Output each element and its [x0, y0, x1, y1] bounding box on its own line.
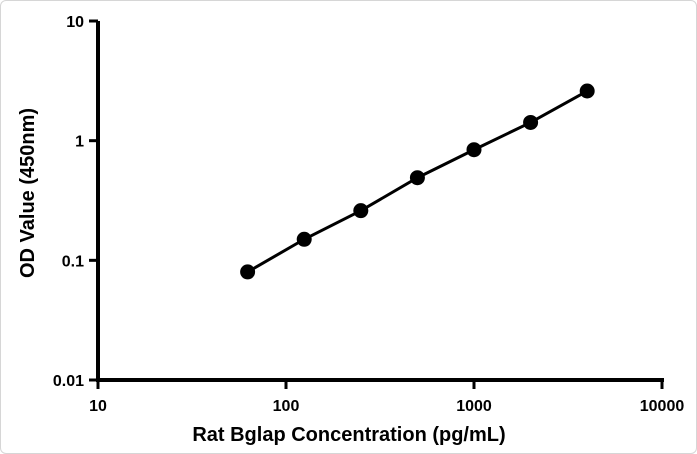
data-point-marker — [353, 203, 369, 219]
x-tick-label: 100 — [273, 398, 300, 415]
data-point-marker — [466, 142, 482, 158]
data-point-marker — [240, 264, 256, 280]
y-tick-label: 0.01 — [53, 373, 84, 390]
y-tick-label: 1 — [75, 134, 84, 151]
data-series — [240, 83, 595, 280]
x-tick-label: 1000 — [456, 398, 492, 415]
axis-tick-labels: 10 100 1000 10000 0.01 0.1 1 10 — [53, 14, 684, 415]
x-axis-title: Rat Bglap Concentration (pg/mL) — [192, 424, 505, 446]
x-tick-label: 10 — [89, 398, 107, 415]
axes — [96, 21, 664, 382]
y-axis-title: OD Value (450nm) — [17, 108, 39, 278]
data-point-marker — [296, 231, 312, 247]
axis-ticks — [89, 19, 664, 389]
data-point-marker — [523, 114, 539, 130]
y-tick-label: 0.1 — [62, 253, 84, 270]
data-point-marker — [579, 83, 595, 99]
x-tick-label: 10000 — [640, 398, 685, 415]
y-tick-label: 10 — [66, 14, 84, 31]
data-point-marker — [409, 170, 425, 186]
